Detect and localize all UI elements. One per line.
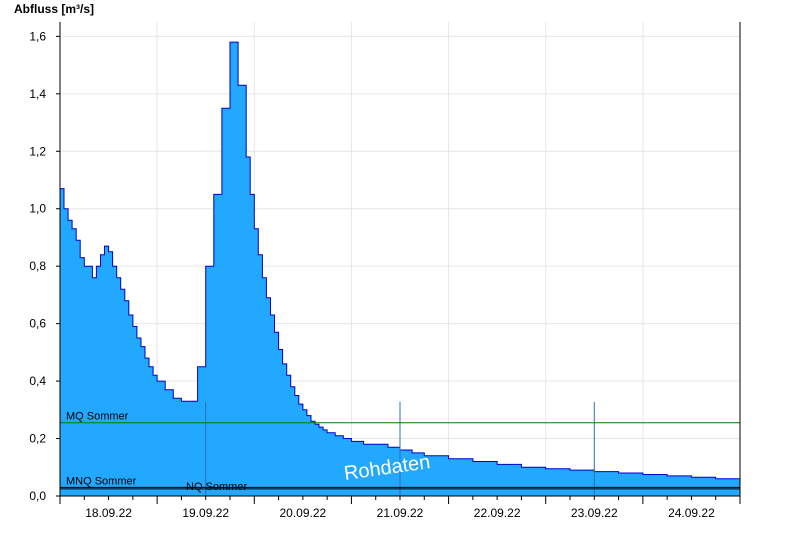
x-tick-label: 19.09.22 [182, 506, 229, 520]
y-tick-label: 0,4 [29, 374, 46, 388]
reference-label: MNQ Sommer [66, 475, 137, 487]
y-axis-title: Abfluss [m³/s] [14, 2, 94, 16]
y-tick-label: 1,2 [29, 144, 46, 158]
x-tick-label: 20.09.22 [279, 506, 326, 520]
y-tick-label: 0,0 [29, 489, 46, 503]
y-tick-label: 0,2 [29, 432, 46, 446]
y-tick-label: 0,8 [29, 259, 46, 273]
x-tick-label: 22.09.22 [474, 506, 521, 520]
y-tick-label: 1,6 [29, 29, 46, 43]
x-tick-label: 24.09.22 [668, 506, 715, 520]
reference-label: MQ Sommer [66, 411, 129, 423]
x-tick-label: 21.09.22 [377, 506, 424, 520]
x-tick-label: 23.09.22 [571, 506, 618, 520]
y-tick-label: 1,4 [29, 87, 46, 101]
reference-lines: MQ Sommer MNQ Sommer NQ Sommer [60, 411, 740, 493]
day-separator-lines [205, 402, 595, 496]
x-tick-labels: 18.09.22 19.09.22 20.09.22 21.09.22 22.09.22… [59, 496, 741, 520]
y-tick-label: 0,6 [29, 317, 46, 331]
discharge-area [60, 42, 740, 496]
y-tick-label: 1,0 [29, 202, 46, 216]
reference-label: NQ Sommer [186, 481, 247, 493]
discharge-line [60, 41, 741, 481]
y-tick-labels: 0,0 0,2 0,4 0,6 0,8 1,0 1,2 1,4 1,6 [29, 29, 60, 503]
x-tick-label: 18.09.22 [85, 506, 132, 520]
